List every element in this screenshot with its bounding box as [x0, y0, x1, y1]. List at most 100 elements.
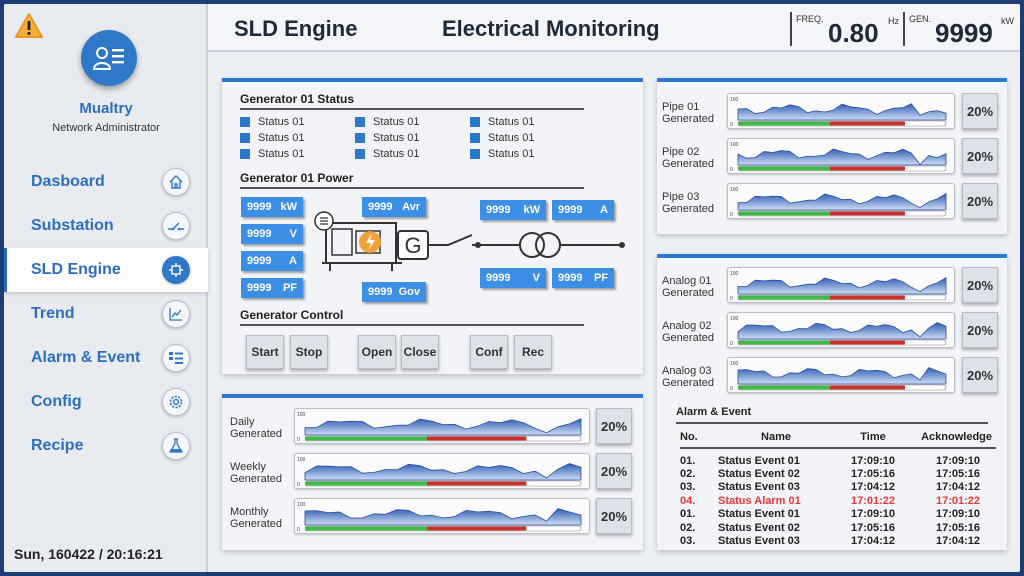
rec-button[interactable]: Rec [514, 335, 552, 369]
axis-max-label: 100 [297, 457, 306, 463]
table-row[interactable]: 01. Status Event 01 17:09:10 17:09:10 [680, 508, 996, 522]
nav-item-dashboard[interactable]: Dasboard [4, 160, 208, 204]
percent-box[interactable]: 20% [962, 267, 998, 303]
row-label-line: Generated [662, 113, 714, 125]
warning-icon[interactable] [14, 12, 44, 40]
axis-min-label: 0 [730, 386, 733, 392]
cell-no: 02. [680, 467, 696, 480]
output-pf-tag[interactable]: 9999 PF [552, 268, 614, 288]
nav-item-trend[interactable]: Trend [4, 292, 208, 336]
table-row[interactable]: 02. Status Event 02 17:05:16 17:05:16 [680, 521, 996, 535]
voltage-tag[interactable]: 9999 V [241, 224, 303, 244]
status-item: Status 01 [355, 132, 419, 144]
axis-max-label: 100 [730, 271, 739, 277]
percent-box[interactable]: 20% [596, 498, 632, 534]
nav-item-label: Substation [31, 217, 114, 234]
sidebar: Mualtry Network Administrator Dasboard S… [4, 4, 208, 572]
power-kw-tag[interactable]: 9999 kW [241, 197, 303, 217]
progress-fill-green [305, 436, 427, 441]
nav-item-config[interactable]: Config [4, 380, 208, 424]
mini-trend-chart[interactable]: 100 0 [727, 138, 955, 174]
sparkline: 100 0 [730, 97, 947, 128]
current-tag[interactable]: 9999 A [241, 251, 303, 271]
mini-trend-chart[interactable]: 100 0 [727, 183, 955, 219]
mini-trend-chart[interactable]: 100 0 [727, 357, 955, 393]
progress-fill-green [738, 121, 831, 126]
column-header: Name [716, 428, 836, 449]
status-indicator [470, 133, 480, 143]
progress-fill-red [426, 436, 527, 441]
mini-trend-chart[interactable]: 100 0 [727, 93, 955, 129]
table-row[interactable]: 03. Status Event 03 17:04:12 17:04:12 [680, 481, 996, 495]
nav-item-substation[interactable]: Substation [4, 204, 208, 248]
row-label: Pipe 03 Generated [662, 191, 714, 215]
axis-max-label: 100 [730, 361, 739, 367]
analog-alarm-panel [657, 254, 1007, 550]
percent-box[interactable]: 20% [962, 183, 998, 219]
cell-name: Status Event 03 [718, 481, 800, 494]
generator-symbol: G [404, 233, 421, 258]
output-kw-tag[interactable]: 9999 kW [480, 200, 546, 220]
stop-button[interactable]: Stop [290, 335, 328, 369]
table-row[interactable]: 01. Status Event 01 17:09:10 17:09:10 [680, 448, 996, 467]
gen-readout: GEN. 9999 kW [903, 12, 1014, 48]
status-item: Status 01 [240, 132, 304, 144]
open-button[interactable]: Open [358, 335, 396, 369]
row-label: Weekly Generated [230, 461, 282, 485]
alarm-row[interactable]: 04. Status Alarm 01 17:01:22 17:01:22 [680, 494, 996, 508]
generator-power-title: Generator 01 Power [240, 171, 354, 185]
cell-name: Status Alarm 01 [718, 494, 801, 507]
cell-ack: 17:05:16 [935, 467, 980, 480]
mini-trend-chart[interactable]: 100 0 [727, 267, 955, 303]
avatar[interactable] [81, 30, 137, 86]
cell-time: 17:04:12 [850, 481, 896, 494]
row-label: Analog 02 Generated [662, 320, 714, 344]
percent-box[interactable]: 20% [962, 138, 998, 174]
avr-tag[interactable]: 9999 Avr [362, 197, 426, 217]
mini-trend-chart[interactable]: 100 0 [294, 498, 590, 534]
row-label-line: Generated [662, 158, 714, 170]
area-series [737, 148, 947, 166]
status-indicator [355, 149, 365, 159]
mini-trend-chart[interactable]: 100 0 [727, 312, 955, 348]
transformer-icon[interactable] [519, 232, 545, 258]
conf-button[interactable]: Conf [470, 335, 508, 369]
nav-item-sld-engine[interactable]: SLD Engine [4, 248, 208, 292]
genset-icon[interactable] [314, 211, 402, 271]
mini-trend-chart[interactable]: 100 0 [294, 453, 590, 489]
power-factor-tag[interactable]: 9999 PF [241, 278, 303, 298]
percent-box[interactable]: 20% [596, 453, 632, 489]
start-button[interactable]: Start [246, 335, 284, 369]
output-voltage-tag[interactable]: 9999 V [480, 268, 546, 288]
row-label: Pipe 01 Generated [662, 101, 714, 125]
percent-box[interactable]: 20% [962, 93, 998, 129]
output-current-tag[interactable]: 9999 A [552, 200, 614, 220]
cell-ack: 17:09:10 [935, 455, 980, 467]
row-label-line: Generated [230, 473, 282, 485]
close-button[interactable]: Close [401, 335, 439, 369]
cell-name: Status Event 03 [718, 535, 800, 548]
progress-fill-green [738, 295, 831, 300]
table-row[interactable]: 02. Status Event 02 17:05:16 17:05:16 [680, 467, 996, 481]
progress-fill-red [830, 121, 905, 126]
nav-item-recipe[interactable]: Recipe [4, 424, 208, 468]
status-item: Status 01 [240, 148, 304, 160]
gov-tag[interactable]: 9999 Gov [362, 282, 426, 302]
header: SLD Engine Electrical Monitoring FREQ. 0… [208, 4, 1020, 52]
row-label-line: Pipe 03 [662, 191, 700, 203]
percent-box[interactable]: 20% [596, 408, 632, 444]
nav-item-alarm-event[interactable]: Alarm & Event [4, 336, 208, 380]
percent-box[interactable]: 20% [962, 357, 998, 393]
percent-box[interactable]: 20% [962, 312, 998, 348]
area-series [737, 276, 947, 295]
row-label-line: Generated [662, 332, 714, 344]
divider [240, 324, 584, 326]
axis-max-label: 100 [297, 412, 306, 418]
sparkline: 100 0 [730, 271, 947, 302]
table-row[interactable]: 03. Status Event 03 17:04:12 17:04:12 [680, 535, 996, 549]
cell-no: 02. [680, 521, 696, 534]
app-title: SLD Engine [234, 16, 358, 41]
user-icon [92, 47, 124, 70]
cell-time: 17:05:16 [850, 467, 896, 480]
mini-trend-chart[interactable]: 100 0 [294, 408, 590, 444]
